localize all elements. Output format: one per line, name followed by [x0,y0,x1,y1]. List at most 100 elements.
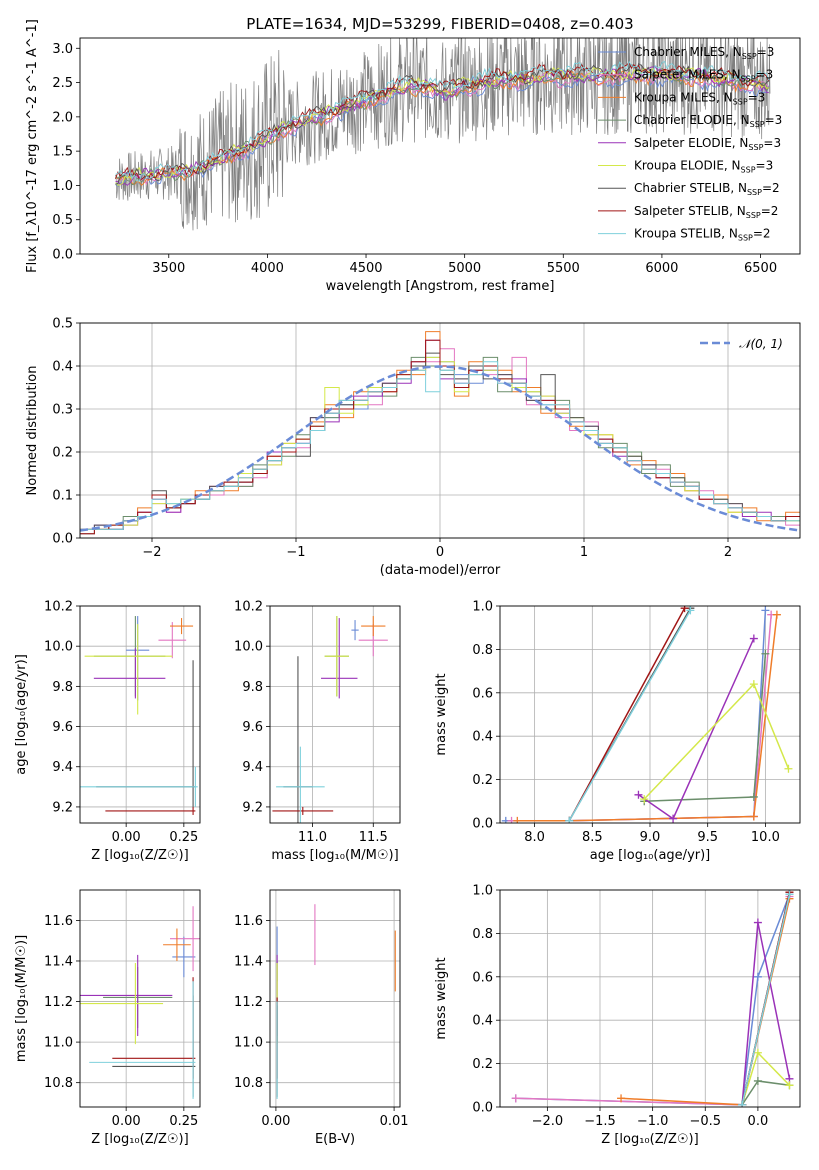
spectrum-legend: Chabrier MILES, NSSP=3 Salpeter MILES, NS… [598,45,782,243]
y-tick-label: 11.0 [234,1036,263,1051]
legend-label: Kroupa ELODIE, NSSP=3 [634,159,773,175]
y-tick-label: 1.0 [472,600,493,615]
x-axis-label: (data-model)/error [380,563,501,578]
weight-series-chabrier-miles [505,610,767,822]
axes-frame [79,37,801,255]
chart-residuals: −2 −1 0 1 2 0.0 0.1 0.2 0.3 0.4 0.5 (data-model)/er… [25,317,801,578]
errorbar-point [96,660,196,807]
weight-point [761,649,770,658]
weight-point [634,790,643,799]
weight-point [784,764,793,773]
y-tick-label: 11.6 [44,914,73,929]
axes-frame [499,605,801,824]
x-axis-label: age [log₁₀(age/yr)] [590,848,711,863]
errorbar-point [163,928,191,961]
plot-area [80,331,800,538]
y-tick-label: 1.0 [472,884,493,899]
legend-entry: Salpeter STELIB, NSSP=2 [598,204,778,220]
y-tick-label: 11.6 [234,914,263,929]
errorbar-point [283,656,313,823]
legend-label: Chabrier MILES, NSSP=3 [634,45,774,61]
weight-series-salpeter-elodie [638,638,755,820]
x-tick-label: −1 [286,545,305,560]
y-tick-label: 0.2 [52,446,73,461]
legend-entry: Chabrier ELODIE, NSSP=3 [598,113,782,129]
y-tick-label: 11.4 [234,954,263,969]
weight-series-kroupa-stelib [741,894,791,1105]
weight-point [785,890,794,899]
spectrum-data-line [115,38,771,231]
errorbar-point [89,981,196,1099]
weight-point [511,1094,520,1103]
legend-label: 𝒩(0, 1) [739,337,783,351]
histogram-kroupa-stelib [80,361,800,538]
x-tick-label: 0.00 [112,830,141,845]
y-tick-label: 1.0 [52,179,73,194]
legend-label: Salpeter ELODIE, NSSP=3 [634,136,781,152]
x-tick-label: 9.5 [697,830,718,845]
y-tick-label: 0.2 [472,773,493,788]
x-tick-label: 4000 [251,261,284,276]
y-tick-label: 0.8 [472,643,493,658]
legend-label: Salpeter MILES, NSSP=3 [634,68,773,84]
y-tick-label: 0.5 [52,317,73,332]
weight-point [761,606,770,615]
errorbar-point [158,622,187,659]
legend-entry: Kroupa MILES, NSSP=3 [598,90,765,106]
weight-point [749,634,758,643]
figure-title: PLATE=1634, MJD=53299, FIBERID=0408, z=0… [246,15,633,33]
x-tick-label: 3500 [152,261,185,276]
plot-area [80,616,198,815]
y-tick-label: 10.2 [234,600,263,615]
errorbar-point [112,977,196,1079]
x-tick-label: 5500 [547,261,580,276]
chart-age-vs-Z: 0.00 0.25 9.2 9.4 9.6 9.8 10.0 10.2 Z [log₁₀(Z/Z… [14,600,201,863]
legend-label: Chabrier ELODIE, NSSP=3 [634,113,782,129]
legend-entry: Kroupa ELODIE, NSSP=3 [598,159,773,175]
plot-area [80,906,200,1099]
y-tick-label: 9.2 [52,800,73,815]
normal-curve [80,365,800,532]
x-tick-label: 2 [724,545,732,560]
spectrum-model-chabrier-stelib [115,63,770,185]
y-axis-label: mass [log₁₀(M/M☉)] [14,935,29,1062]
weight-series-kroupa-elodie [741,1051,791,1106]
errorbar-point [170,618,194,635]
errorbar-point [324,616,349,697]
spectrum-model-salpeter-elodie [115,66,769,186]
y-tick-label: 0.0 [52,532,73,547]
weight-point [753,1048,762,1057]
plot-area [276,904,396,1099]
x-tick-label: 8.5 [582,830,603,845]
y-tick-label: 11.0 [44,1036,73,1051]
y-tick-label: 11.2 [234,995,263,1010]
weight-point [686,606,695,615]
chart-mass-vs-ebv: 0.00 0.01 10.8 11.0 11.2 11.4 11.6 E(B-V) [234,889,409,1147]
weight-point [749,812,758,821]
weight-point [749,680,758,689]
x-tick-label: 6500 [744,261,777,276]
plot-area [272,616,388,823]
weight-point [640,795,649,804]
errorbar-point [351,620,359,641]
x-tick-label: 1 [580,545,588,560]
y-tick-label: 9.6 [242,720,263,735]
x-tick-label: 11.0 [298,830,327,845]
weight-point [753,1076,762,1085]
legend-entry: Salpeter ELODIE, NSSP=3 [598,136,781,152]
x-tick-label: 0 [436,545,444,560]
weight-point [680,606,689,613]
y-tick-label: 9.8 [52,680,73,695]
legend-entry: Chabrier STELIB, NSSP=2 [598,181,780,197]
errorbar-point [112,995,196,1097]
errorbar-point [80,954,173,1037]
x-tick-label: 0.00 [112,1114,141,1129]
y-tick-label: 0.4 [472,730,493,745]
weight-point [772,610,781,619]
y-tick-label: 2.5 [52,76,73,91]
y-axis-label: age [log₁₀(age/yr)] [14,654,29,775]
y-tick-label: 0.4 [52,360,73,375]
plot-area [511,890,794,1107]
weight-point [617,1094,626,1103]
x-tick-label: 0.01 [380,1114,409,1129]
